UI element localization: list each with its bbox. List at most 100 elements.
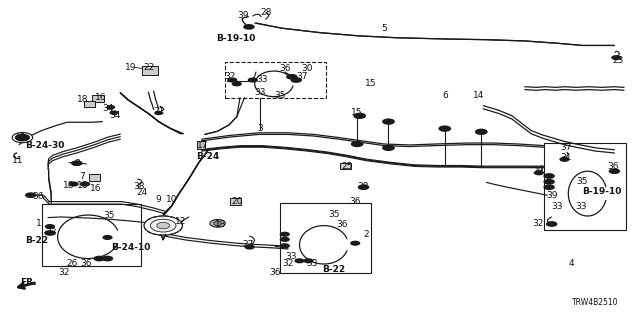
Text: 32: 32: [225, 72, 236, 81]
Text: 3: 3: [258, 124, 263, 133]
Text: 14: 14: [473, 92, 484, 100]
Text: 32: 32: [532, 219, 543, 228]
Circle shape: [291, 77, 302, 83]
Text: 36: 36: [607, 162, 619, 171]
Text: 36: 36: [279, 64, 291, 73]
Bar: [42, 204, 141, 266]
Text: B-24-30: B-24-30: [25, 141, 65, 150]
Circle shape: [102, 235, 113, 240]
Circle shape: [350, 241, 360, 246]
Text: 36: 36: [81, 259, 92, 268]
Circle shape: [150, 219, 176, 232]
Text: 13: 13: [215, 220, 227, 229]
Text: B-24-10: B-24-10: [111, 243, 151, 252]
Text: 29: 29: [532, 167, 543, 176]
Circle shape: [45, 224, 55, 229]
Text: B-22: B-22: [323, 265, 346, 274]
Text: 38: 38: [134, 182, 145, 191]
Circle shape: [303, 258, 314, 263]
Circle shape: [144, 216, 182, 235]
Circle shape: [12, 132, 33, 143]
Text: 35: 35: [275, 92, 286, 100]
Circle shape: [68, 181, 79, 187]
Circle shape: [543, 184, 555, 190]
Text: 12: 12: [175, 217, 186, 226]
Text: 24: 24: [136, 188, 148, 197]
Text: 39: 39: [546, 191, 557, 200]
Circle shape: [543, 179, 555, 185]
Text: 36: 36: [349, 197, 361, 206]
Text: 34: 34: [102, 104, 113, 113]
Bar: [197, 140, 205, 148]
Text: 27: 27: [243, 240, 254, 249]
Text: TRW4B2510: TRW4B2510: [572, 298, 618, 307]
Circle shape: [543, 173, 555, 179]
Text: 17: 17: [196, 141, 208, 150]
Text: 11: 11: [12, 156, 24, 165]
Circle shape: [71, 160, 83, 166]
Circle shape: [546, 221, 557, 227]
Text: 36: 36: [269, 268, 281, 277]
Circle shape: [609, 168, 620, 174]
Text: 18: 18: [77, 95, 89, 104]
Text: B-19-10: B-19-10: [582, 188, 621, 196]
Text: 28: 28: [260, 8, 271, 17]
Bar: [544, 143, 626, 230]
Text: 38: 38: [358, 182, 369, 191]
Text: B-22: B-22: [26, 236, 49, 245]
Text: 39: 39: [237, 11, 249, 20]
Circle shape: [534, 170, 544, 175]
Text: B-19-10: B-19-10: [216, 34, 255, 43]
Circle shape: [80, 181, 90, 187]
Circle shape: [106, 105, 115, 109]
Circle shape: [213, 221, 222, 226]
Circle shape: [280, 243, 290, 248]
Circle shape: [382, 145, 395, 151]
Circle shape: [15, 134, 30, 141]
Text: FR.: FR.: [20, 278, 37, 287]
Circle shape: [243, 24, 255, 30]
Text: 13: 13: [15, 133, 26, 142]
Text: 18: 18: [63, 181, 75, 190]
Circle shape: [559, 157, 570, 162]
Bar: [84, 101, 95, 107]
Circle shape: [44, 230, 56, 236]
Circle shape: [382, 118, 395, 125]
Text: 30: 30: [301, 64, 313, 73]
Circle shape: [154, 111, 163, 115]
Bar: [225, 62, 326, 98]
Circle shape: [210, 220, 225, 227]
Text: 4: 4: [568, 259, 573, 268]
Text: 33: 33: [551, 202, 563, 211]
Text: 35: 35: [328, 210, 340, 219]
Text: 34: 34: [109, 111, 121, 120]
Text: 22: 22: [143, 63, 155, 72]
Text: 16: 16: [95, 93, 106, 102]
Text: 15: 15: [351, 108, 363, 117]
Circle shape: [109, 110, 118, 115]
Text: 33: 33: [257, 76, 268, 84]
Text: 25: 25: [341, 162, 353, 171]
Text: 26: 26: [66, 259, 77, 268]
Text: 9: 9: [156, 195, 161, 204]
Circle shape: [25, 192, 36, 198]
Text: 7: 7: [79, 172, 84, 181]
Circle shape: [102, 256, 113, 261]
Circle shape: [611, 55, 621, 60]
Text: 10: 10: [166, 195, 177, 204]
Circle shape: [438, 125, 451, 132]
Circle shape: [294, 258, 305, 263]
Text: 1: 1: [36, 219, 41, 228]
Circle shape: [157, 222, 170, 229]
Text: 21: 21: [153, 108, 164, 116]
Text: 33: 33: [575, 202, 587, 211]
Text: 16: 16: [90, 184, 102, 193]
Text: B-24: B-24: [196, 152, 220, 161]
Text: 33: 33: [45, 228, 57, 237]
Circle shape: [280, 232, 290, 237]
Circle shape: [244, 244, 255, 250]
Bar: [230, 198, 241, 205]
Text: 32: 32: [282, 259, 294, 268]
Bar: [92, 95, 104, 102]
Text: 6: 6: [442, 92, 447, 100]
